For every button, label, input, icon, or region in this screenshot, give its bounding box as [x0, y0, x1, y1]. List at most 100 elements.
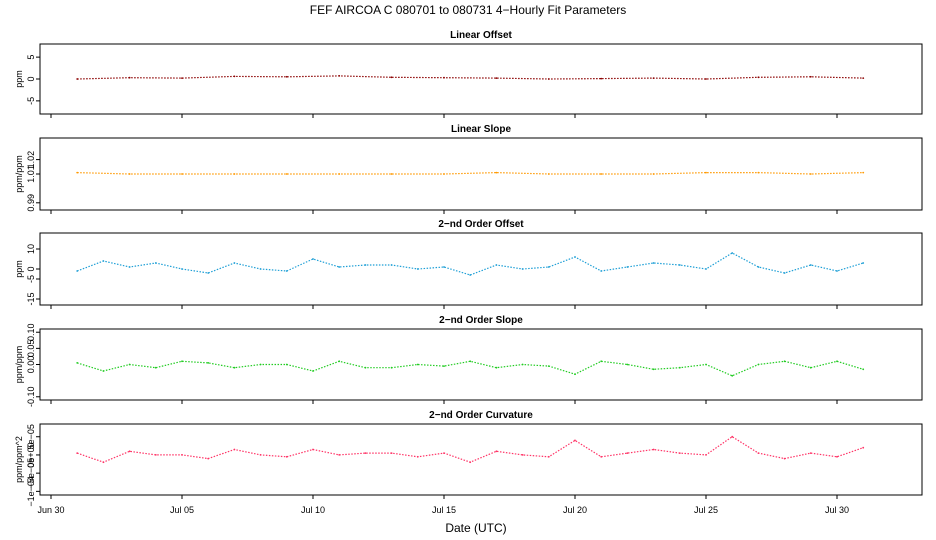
data-point: [862, 77, 865, 79]
data-point: [836, 455, 838, 458]
data-point: [862, 446, 865, 449]
data-point: [705, 78, 707, 80]
data-point: [626, 452, 629, 454]
data-point: [678, 264, 681, 266]
figure-title: FEF AIRCOA C 080701 to 080731 4−Hourly F…: [310, 3, 627, 17]
y-tick-label: -15: [26, 292, 36, 305]
series-line: [77, 75, 864, 80]
data-point: [154, 366, 157, 369]
data-point: [76, 171, 79, 174]
data-point: [783, 272, 786, 274]
data-point: [809, 452, 812, 454]
data-point: [285, 270, 288, 272]
y-tick-label: 0e+00: [26, 442, 36, 467]
data-point: [574, 439, 576, 442]
x-tick-label: Jul 20: [563, 505, 587, 515]
data-point: [547, 78, 550, 80]
data-point: [338, 173, 341, 175]
data-point: [495, 171, 498, 174]
y-axis-label: ppm: [14, 70, 24, 88]
data-point: [338, 75, 341, 77]
data-point: [521, 363, 524, 366]
data-point: [469, 461, 472, 464]
data-point: [600, 77, 603, 80]
data-point: [443, 266, 445, 268]
data-point: [757, 452, 760, 454]
data-point: [678, 366, 681, 369]
y-tick-label: 5: [26, 55, 36, 60]
y-tick-label: −1e−04: [26, 476, 36, 507]
data-point: [233, 448, 236, 451]
data-point: [233, 262, 236, 264]
data-point: [600, 455, 603, 458]
data-point: [76, 270, 79, 272]
data-point: [181, 173, 183, 175]
data-point: [443, 365, 445, 367]
data-point: [600, 173, 603, 175]
y-tick-label: -5: [26, 97, 36, 105]
data-point: [181, 360, 183, 363]
data-point: [285, 173, 288, 175]
data-point: [626, 266, 629, 268]
data-point: [547, 365, 550, 367]
data-point: [731, 374, 734, 377]
data-point: [285, 363, 288, 366]
y-tick-label: -5: [26, 275, 36, 283]
x-axis-title: Date (UTC): [445, 521, 506, 535]
y-tick-label: -0.10: [26, 387, 36, 408]
data-point: [364, 452, 367, 454]
data-point: [757, 171, 760, 174]
y-tick-label: 0.05: [26, 340, 36, 358]
data-point: [809, 173, 812, 175]
series-line: [76, 252, 864, 276]
data-point: [705, 171, 707, 174]
data-point: [836, 360, 838, 363]
data-point: [154, 454, 157, 456]
data-point: [233, 173, 236, 175]
data-point: [495, 77, 498, 79]
data-point: [233, 75, 236, 78]
data-point: [652, 262, 655, 264]
data-point: [102, 370, 105, 372]
data-point: [259, 268, 262, 270]
series-line: [77, 171, 864, 175]
y-axis-label: ppm/ppm: [14, 155, 24, 193]
data-point: [600, 360, 603, 363]
data-point: [836, 270, 838, 272]
y-axis-label: ppm/ppm^2: [14, 436, 24, 483]
data-point: [76, 78, 79, 80]
x-tick-label: Jun 30: [37, 505, 64, 515]
data-point: [390, 173, 393, 175]
data-point: [76, 452, 79, 454]
data-point: [338, 266, 341, 268]
data-point: [443, 173, 445, 175]
y-axis-label: ppm: [14, 260, 24, 278]
data-point: [128, 450, 131, 453]
x-tick-label: Jul 15: [432, 505, 456, 515]
data-point: [443, 76, 445, 79]
y-tick-label: −5e−05: [26, 458, 36, 489]
data-point: [469, 360, 472, 363]
data-point: [521, 454, 524, 456]
data-point: [338, 454, 341, 456]
data-point: [574, 256, 576, 258]
data-point: [600, 270, 603, 272]
data-point: [783, 457, 786, 460]
data-point: [809, 75, 812, 78]
data-point: [574, 373, 576, 376]
data-point: [285, 75, 288, 78]
data-point: [809, 264, 812, 266]
data-point: [128, 266, 131, 268]
panel-title: 2−nd Order Curvature: [429, 410, 533, 421]
data-point: [76, 362, 79, 364]
data-point: [757, 266, 760, 268]
data-point: [128, 76, 131, 79]
data-point: [207, 362, 210, 364]
y-tick-label: 0: [26, 266, 36, 271]
data-point: [102, 461, 105, 464]
x-tick-label: Jul 25: [694, 505, 718, 515]
panel-frame: [39, 43, 923, 115]
data-point: [259, 454, 262, 456]
